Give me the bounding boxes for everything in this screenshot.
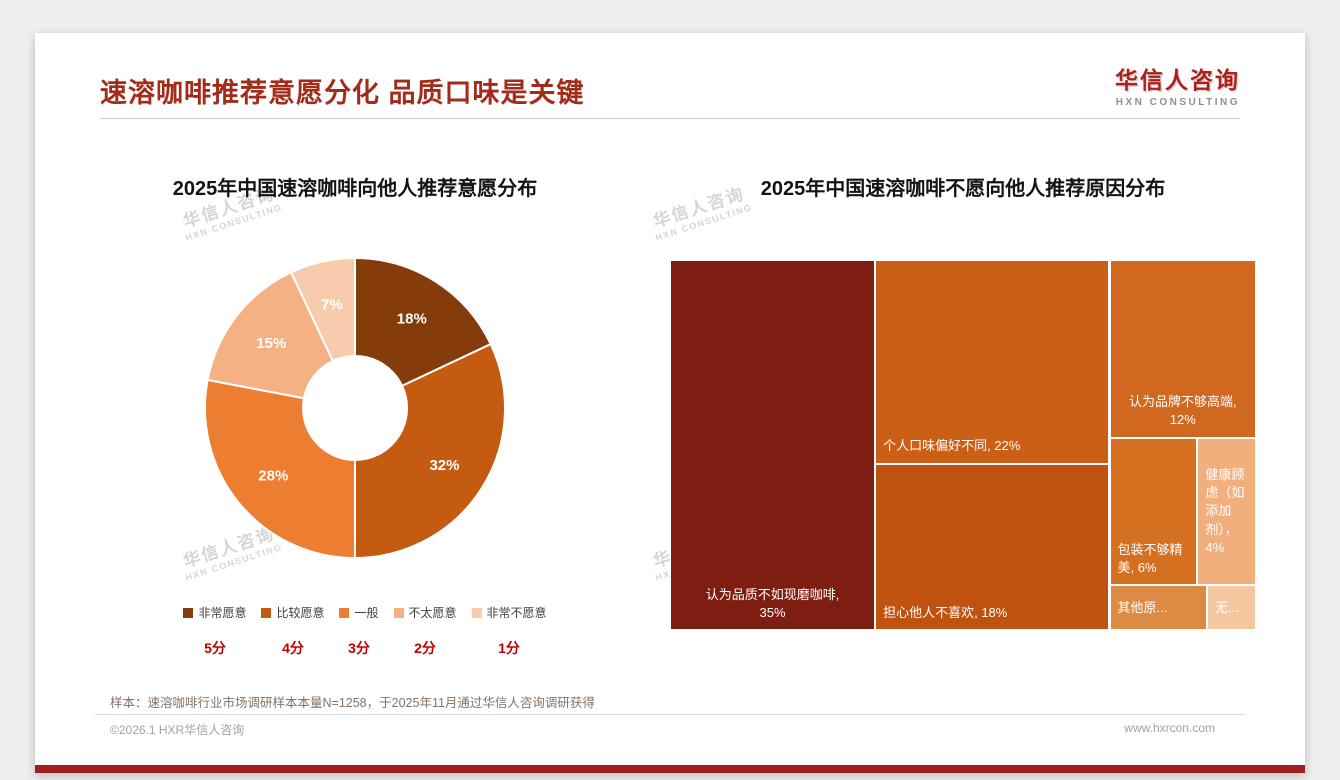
slide-card: 华信人咨询 HXN CONSULTING 华信人咨询 HXN CONSULTIN… (35, 33, 1305, 773)
donut-slice-1[interactable] (354, 342, 506, 560)
score-label: 1分 (498, 640, 520, 656)
treemap-node-2[interactable]: 担心他人不喜欢, 18% (875, 463, 1110, 630)
legend-item-1[interactable]: 比较愿意 (261, 604, 324, 621)
website-url[interactable]: www.hxrcon.com (1124, 721, 1215, 735)
legend-column: 不太愿意 2分 (393, 604, 457, 658)
legend-item-4[interactable]: 非常不愿意 (471, 604, 547, 621)
treemap-node-5[interactable]: 健康顾虑（如添加剂），4% (1197, 437, 1256, 586)
title-underline (100, 118, 1240, 119)
legend-item-0[interactable]: 非常愿意 (183, 604, 246, 621)
donut-chart: 18% 32% 28% 15% 7% (195, 248, 515, 568)
legend-swatch (261, 607, 272, 618)
treemap-node-label: 无... (1214, 599, 1239, 615)
legend-swatch (393, 607, 404, 618)
legend-item-2[interactable]: 一般 (339, 604, 379, 621)
treemap-chart-title: 2025年中国速溶咖啡不愿向他人推荐原因分布 (760, 178, 1166, 200)
treemap-node-label: 认为品质不如现磨咖啡, 35% (705, 586, 840, 620)
legend-swatch (471, 607, 482, 618)
page-title: 速溶咖啡推荐意愿分化 品质口味是关键 (100, 78, 585, 108)
footer-divider (95, 714, 1245, 715)
company-logo: 华信人咨询 HXN CONSULTING (1115, 61, 1240, 108)
legend-column: 比较愿意 4分 (261, 604, 324, 658)
donut-legend: 非常愿意 5分 比较愿意 4分 一般 3分 不太愿意 2分 非常不愿意 1分 (95, 604, 635, 658)
legend-label: 不太愿意 (408, 606, 457, 620)
bottom-accent-bar (35, 765, 1305, 773)
donut-slice-label: 18% (397, 311, 427, 328)
legend-swatch (183, 607, 194, 618)
donut-slice-label: 7% (321, 297, 343, 314)
legend-item-3[interactable]: 不太愿意 (393, 604, 457, 621)
legend-label: 比较愿意 (276, 606, 325, 620)
legend-label: 非常愿意 (198, 606, 247, 620)
treemap-chart: 认为品质不如现磨咖啡, 35% 个人口味偏好不同, 22% 担心他人不喜欢, 18%… (670, 260, 1256, 630)
score-label: 3分 (348, 640, 370, 656)
donut-slice-4[interactable] (289, 256, 356, 363)
treemap-node-label: 认为品牌不够高端, 12% (1128, 394, 1237, 428)
treemap-node-label: 个人口味偏好不同, 22% (883, 438, 1021, 454)
logo-name: 华信人咨询 (1115, 67, 1240, 93)
donut-slice-0[interactable] (354, 256, 493, 388)
treemap-node-6[interactable]: 其他原... (1109, 585, 1207, 630)
treemap-node-label: 包装不够精美, 6% (1117, 541, 1183, 576)
donut-chart-title: 2025年中国速溶咖啡向他人推荐意愿分布 (172, 178, 538, 200)
score-label: 2分 (414, 640, 436, 656)
treemap-node-label: 健康顾虑（如添加剂），4% (1205, 466, 1245, 555)
donut-slice-2[interactable] (204, 378, 356, 560)
treemap-node-3[interactable]: 认为品牌不够高端, 12% (1109, 260, 1256, 438)
donut-slice-label: 32% (429, 457, 459, 474)
copyright: ©2026.1 HXR华信人咨询 (110, 723, 245, 737)
treemap-node-0[interactable]: 认为品质不如现磨咖啡, 35% (670, 260, 876, 630)
logo-subtitle: HXN CONSULTING (1115, 97, 1240, 108)
legend-label: 一般 (354, 606, 379, 620)
score-label: 5分 (204, 640, 226, 656)
sample-note: 样本：速溶咖啡行业市场调研样本本量N=1258，于2025年11月通过华信人咨询… (110, 696, 595, 710)
score-label: 4分 (282, 640, 304, 656)
treemap-node-7[interactable]: 无... (1206, 585, 1256, 630)
donut-slice-label: 28% (258, 468, 288, 485)
donut-slice-label: 15% (256, 335, 286, 352)
legend-column: 非常不愿意 1分 (471, 604, 547, 658)
legend-column: 一般 3分 (339, 604, 379, 658)
legend-column: 非常愿意 5分 (183, 604, 246, 658)
treemap-node-label: 担心他人不喜欢, 18% (883, 604, 1008, 620)
legend-swatch (339, 607, 350, 618)
treemap-node-label: 其他原... (1117, 599, 1168, 615)
treemap-node-1[interactable]: 个人口味偏好不同, 22% (875, 260, 1110, 464)
treemap-node-4[interactable]: 包装不够精美, 6% (1109, 437, 1198, 586)
legend-label: 非常不愿意 (486, 606, 547, 620)
donut-slice-3[interactable] (206, 270, 335, 400)
